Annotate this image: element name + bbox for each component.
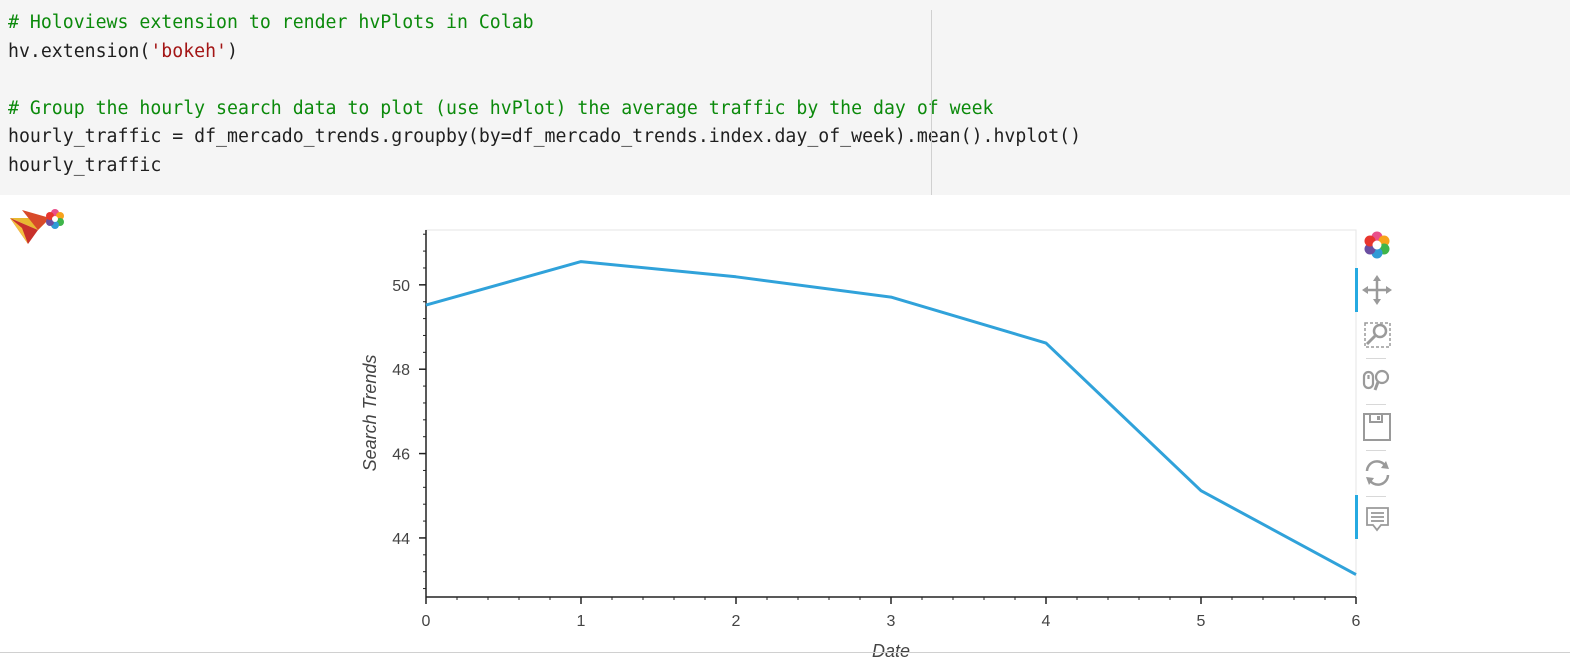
- wheel-zoom-icon: [1362, 369, 1390, 391]
- code-cell[interactable]: # Holoviews extension to render hvPlots …: [0, 0, 1570, 195]
- box-zoom-tool-button[interactable]: [1355, 314, 1400, 356]
- data-point: [1199, 489, 1203, 493]
- bokeh-logo-icon: [1364, 231, 1390, 259]
- bokeh-toolbar: [1355, 225, 1400, 545]
- data-point: [1044, 341, 1048, 345]
- code-line-2: hv.extension('bokeh'): [8, 41, 238, 63]
- pan-icon: [1362, 275, 1392, 305]
- save-tool-button[interactable]: [1355, 406, 1400, 448]
- x-tick-label: 6: [1352, 613, 1361, 630]
- wheel-zoom-tool-button[interactable]: [1355, 360, 1400, 402]
- bokeh-icon: [46, 209, 64, 229]
- holoviews-logo: [8, 206, 70, 246]
- x-tick-label: 5: [1197, 613, 1206, 630]
- code-token: hv.extension(: [8, 41, 151, 62]
- data-point: [734, 275, 738, 279]
- toolbar-separator: [1366, 450, 1386, 451]
- code-ruler: [931, 10, 932, 195]
- code-line-4: # Group the hourly search data to plot (…: [8, 98, 994, 119]
- line-chart[interactable]: 44 46 48 50 0 1 2 3 4 5 6 Search Trends Date: [0, 200, 1570, 660]
- code-line-5: hourly_traffic = df_mercado_trends.group…: [8, 126, 1082, 147]
- y-axis-label: Search Trends: [360, 355, 380, 472]
- plot-frame: [425, 229, 1357, 598]
- data-point: [579, 260, 583, 264]
- y-tick-label: 46: [392, 447, 410, 464]
- x-tick-label: 4: [1042, 613, 1051, 630]
- hover-tool-button[interactable]: [1355, 498, 1400, 540]
- x-axis: 0 1 2 3 4 5 6: [422, 596, 1361, 630]
- x-tick-label: 0: [422, 613, 431, 630]
- x-tick-label: 1: [577, 613, 586, 630]
- y-tick-label: 44: [392, 531, 410, 548]
- series-line: [425, 260, 1357, 576]
- holoviews-icon: [10, 210, 50, 244]
- code-line-1: # Holoviews extension to render hvPlots …: [8, 12, 534, 33]
- bokeh-logo-button[interactable]: [1355, 225, 1400, 267]
- y-tick-label: 48: [392, 362, 410, 379]
- toolbar-separator: [1366, 496, 1386, 497]
- save-icon: [1363, 413, 1391, 441]
- data-point: [424, 303, 428, 307]
- code-line-6: hourly_traffic: [8, 155, 162, 176]
- code-token: ): [227, 41, 238, 62]
- output-bottom-border: [0, 652, 1570, 653]
- reset-icon: [1365, 460, 1390, 486]
- hover-icon: [1366, 507, 1389, 532]
- x-tick-label: 2: [732, 613, 741, 630]
- y-tick-label: 50: [392, 278, 410, 295]
- code-string-token: 'bokeh': [150, 41, 228, 62]
- x-tick-label: 3: [887, 613, 896, 630]
- pan-tool-button[interactable]: [1355, 269, 1400, 311]
- pan-tool-active-indicator: [1355, 268, 1358, 312]
- y-axis: 44 46 48 50: [392, 230, 427, 597]
- toolbar-separator: [1366, 404, 1386, 405]
- hover-tool-active-indicator: [1355, 495, 1358, 539]
- x-axis-label: Date: [872, 641, 910, 660]
- box-zoom-icon: [1364, 322, 1391, 348]
- data-point: [889, 295, 893, 299]
- reset-tool-button[interactable]: [1355, 452, 1400, 494]
- toolbar-separator: [1366, 358, 1386, 359]
- data-point: [1354, 573, 1358, 577]
